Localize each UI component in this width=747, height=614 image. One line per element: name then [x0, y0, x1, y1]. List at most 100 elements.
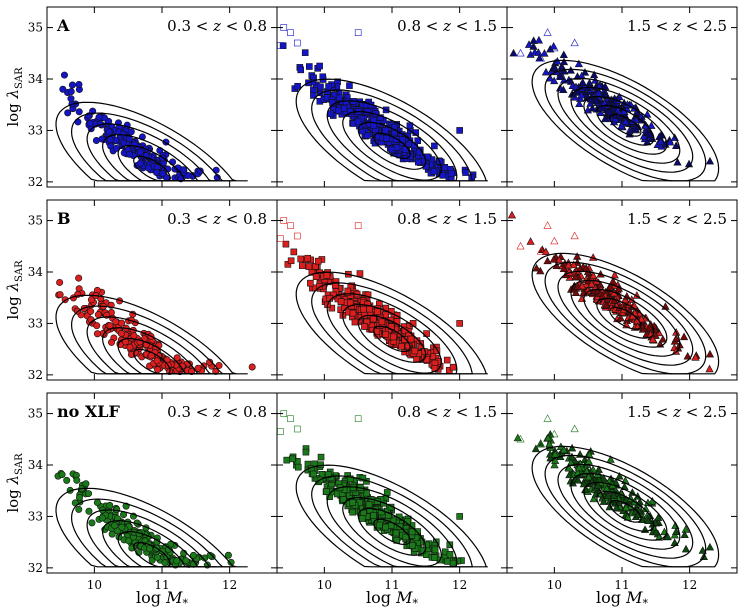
data-point	[328, 304, 336, 312]
data-point	[621, 117, 630, 126]
data-point	[293, 425, 301, 433]
data-point	[324, 471, 332, 479]
data-point	[340, 105, 348, 112]
contour-line	[373, 132, 411, 160]
data-point	[536, 247, 545, 255]
data-point	[337, 298, 345, 305]
y-tick-label: 34	[28, 265, 44, 279]
data-point	[550, 236, 559, 245]
data-point	[615, 471, 624, 480]
data-point	[354, 222, 362, 230]
data-point	[531, 444, 541, 453]
data-point	[301, 49, 309, 56]
data-point	[578, 78, 587, 86]
data-point	[365, 501, 373, 508]
data-point	[215, 362, 223, 370]
data-point	[431, 554, 438, 561]
data-point	[130, 332, 138, 340]
data-point	[409, 542, 416, 549]
data-point	[462, 169, 469, 176]
data-point	[173, 354, 181, 362]
data-point	[105, 128, 113, 136]
data-point	[75, 505, 83, 513]
x-axis-label: log M*	[596, 588, 648, 610]
data-point	[153, 168, 161, 176]
data-point	[307, 279, 314, 287]
data-point	[672, 527, 681, 535]
contour-line	[544, 454, 707, 568]
panel-plot-area	[55, 71, 248, 183]
data-point	[543, 433, 553, 442]
panel-r0-c1: 0.8 < z < 1.5	[276, 6, 508, 188]
data-point	[408, 528, 416, 536]
data-point	[564, 260, 573, 269]
panel-r0-c2: 1.5 < z < 2.5	[506, 6, 738, 188]
panel-r2-c1: 10 11 12 0.8 < z < 1.5	[276, 392, 508, 592]
data-point	[551, 456, 560, 464]
data-point	[644, 516, 653, 524]
data-point	[304, 254, 312, 262]
contour-line	[557, 463, 694, 559]
data-point	[287, 257, 295, 265]
data-point	[571, 272, 580, 281]
data-point	[592, 96, 601, 105]
data-point	[363, 489, 370, 497]
contour-line	[583, 288, 668, 348]
data-point	[56, 278, 64, 286]
data-point	[344, 287, 352, 295]
data-point	[323, 272, 331, 279]
data-point	[67, 95, 75, 103]
redshift-label: 0.8 < z < 1.5	[397, 210, 497, 228]
contour-line	[609, 306, 642, 330]
data-point	[354, 415, 362, 423]
data-point	[589, 494, 598, 503]
contour-line	[544, 261, 707, 375]
contour-line	[609, 499, 642, 523]
data-point	[287, 222, 294, 230]
data-point	[663, 532, 672, 541]
data-point	[557, 62, 566, 70]
data-point	[196, 167, 204, 175]
contour-line	[55, 294, 248, 375]
data-point	[118, 319, 126, 327]
data-point	[606, 455, 615, 463]
data-point	[622, 503, 631, 511]
data-point	[658, 335, 667, 343]
x-tick-label: 10	[87, 578, 102, 592]
data-point	[570, 424, 579, 433]
data-point	[654, 513, 663, 521]
data-point	[589, 271, 598, 279]
data-point	[159, 169, 167, 177]
data-point	[335, 107, 342, 115]
data-point	[526, 237, 535, 245]
data-point	[672, 334, 681, 342]
data-point	[631, 124, 640, 133]
data-point	[294, 463, 302, 471]
data-point	[59, 85, 67, 93]
data-point	[64, 109, 72, 117]
data-point	[559, 85, 568, 94]
contour-line	[531, 445, 720, 568]
data-point	[325, 83, 332, 90]
data-point	[439, 172, 447, 179]
data-point	[342, 98, 350, 106]
data-point	[294, 82, 301, 90]
contour-line	[357, 314, 427, 363]
contour-line	[55, 101, 248, 182]
y-tick-label: 35	[28, 407, 43, 421]
panel-r0-c0: 32 33 34 35 A 0.3 < z < 0.8	[28, 6, 278, 189]
data-point	[63, 476, 71, 484]
data-point	[550, 450, 560, 458]
data-point	[390, 333, 397, 341]
x-tick-label: 12	[222, 578, 237, 592]
data-point	[136, 148, 144, 156]
data-point	[573, 475, 583, 484]
data-point	[534, 48, 543, 56]
data-point	[86, 119, 94, 127]
data-point	[377, 114, 384, 121]
data-point	[95, 113, 103, 121]
data-point	[366, 305, 373, 313]
data-point	[392, 529, 400, 537]
data-point	[277, 235, 284, 242]
data-point	[154, 366, 162, 374]
